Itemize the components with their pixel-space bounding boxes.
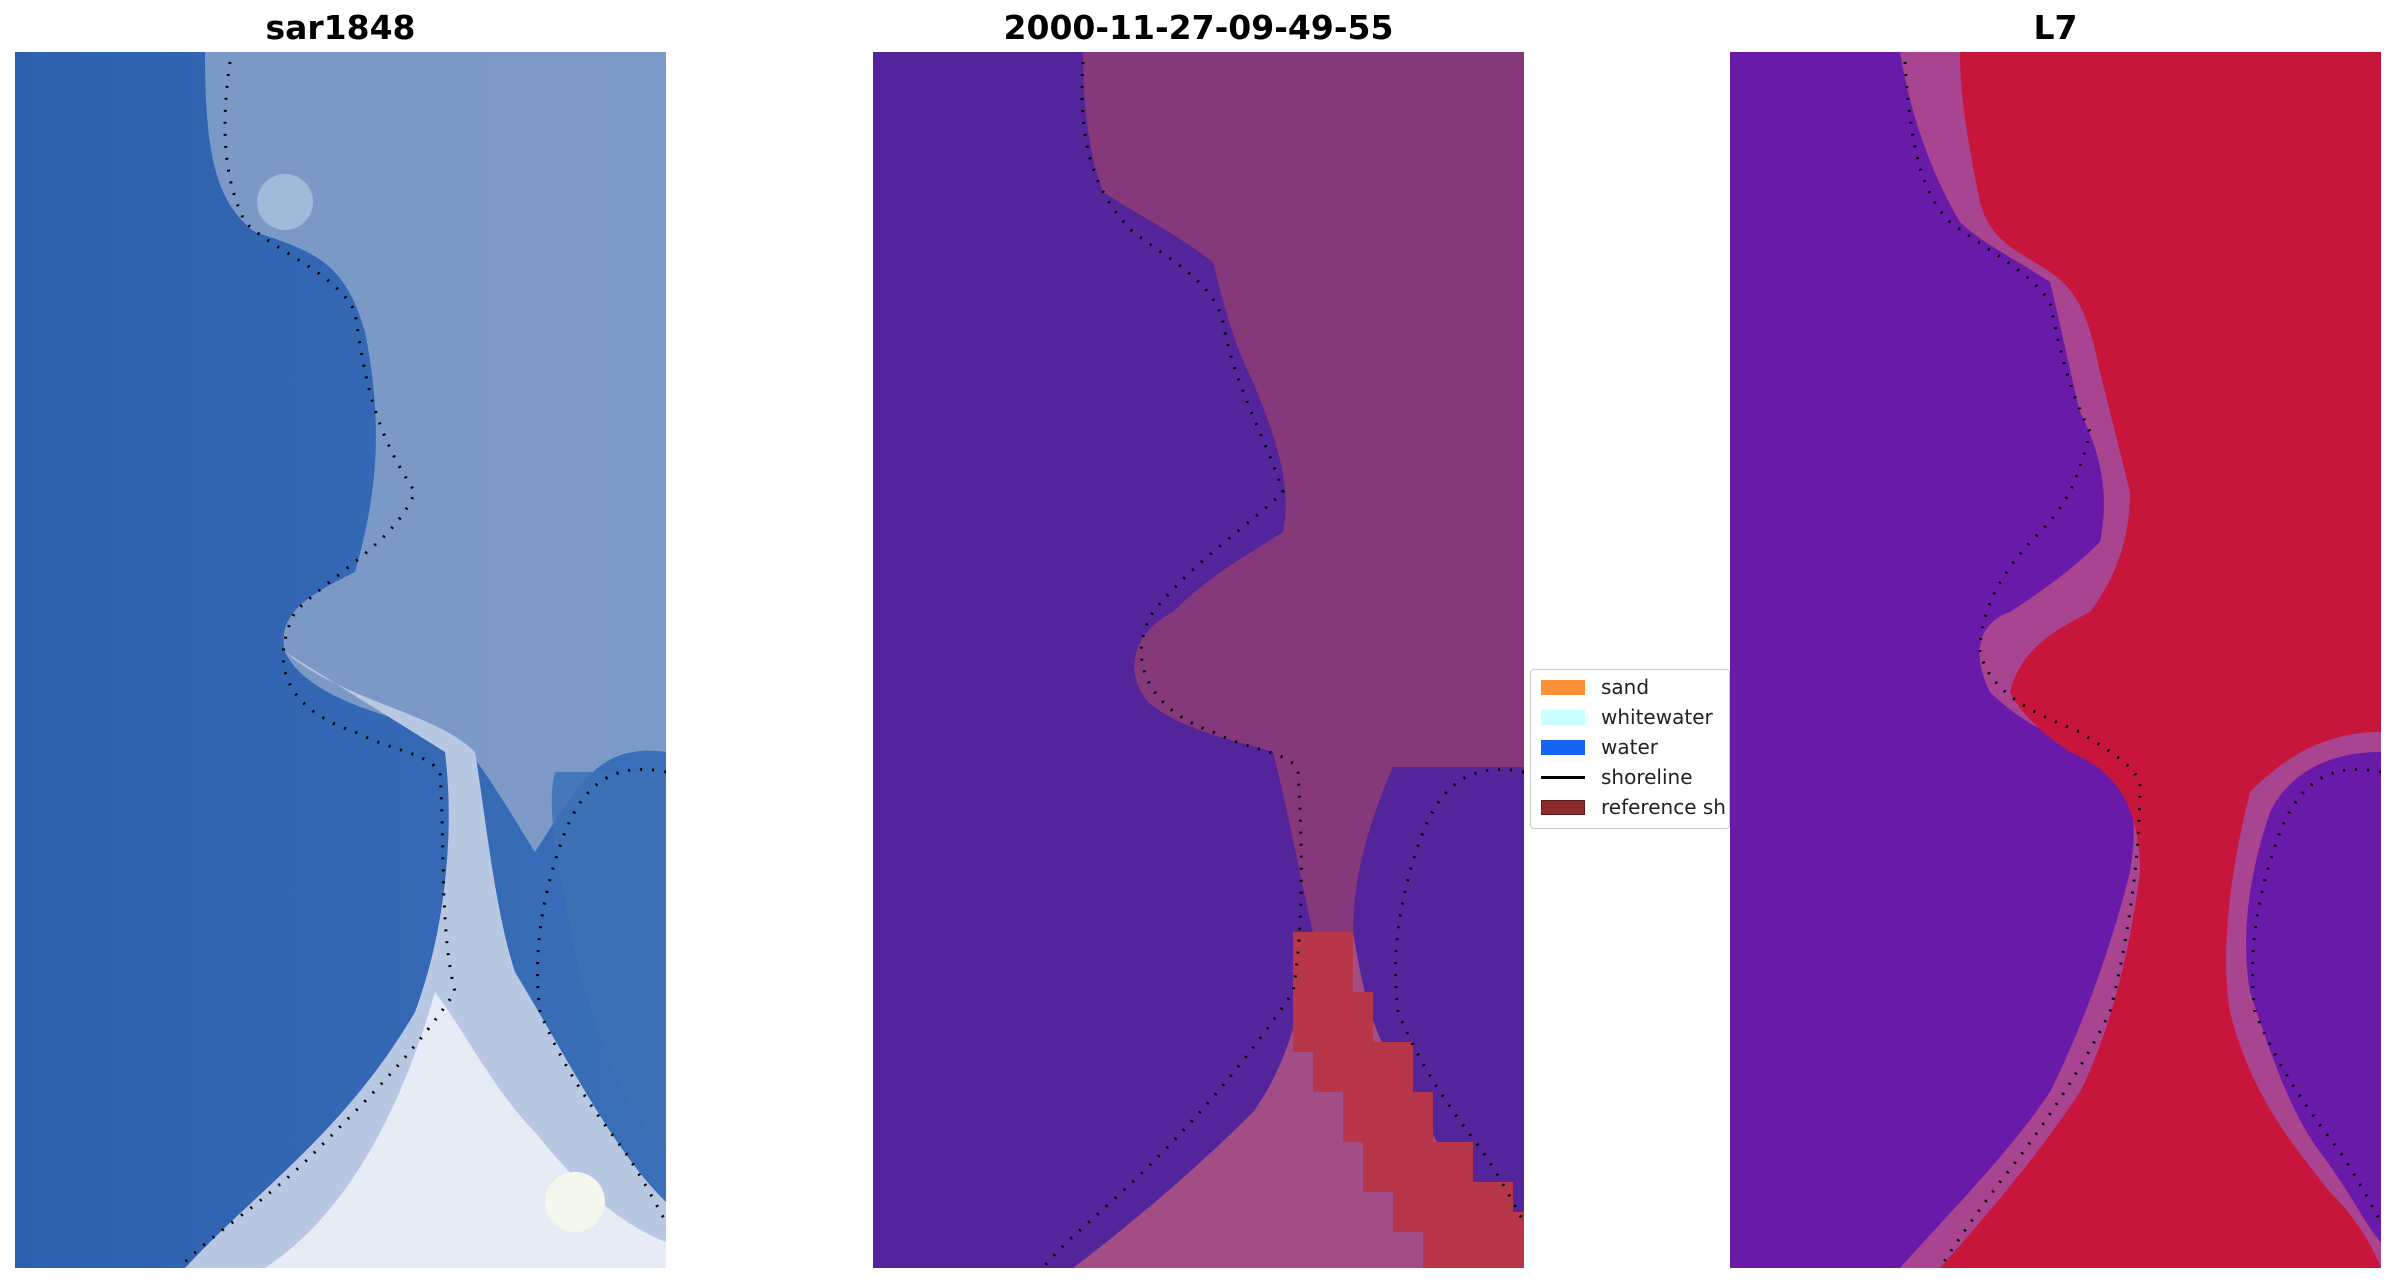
legend-item-reference-shoreline: reference sh: [1541, 792, 1726, 822]
legend-item-shoreline: shoreline: [1541, 762, 1693, 792]
legend-label-reference-shoreline: reference sh: [1601, 795, 1726, 819]
shoreline-line-symbol: [1541, 775, 1585, 779]
legend-item-sand: sand: [1541, 672, 1649, 702]
l7-index-panel: [1730, 52, 2381, 1268]
legend-label-water: water: [1601, 735, 1658, 759]
legend-label-whitewater: whitewater: [1601, 705, 1713, 729]
panel-title-sar1848: sar1848: [265, 8, 416, 47]
reference-shoreline-swatch: [1541, 799, 1585, 815]
legend-item-whitewater: whitewater: [1541, 702, 1713, 732]
legend-label-shoreline: shoreline: [1601, 765, 1693, 789]
classification-image: [873, 52, 1524, 1268]
legend: sand whitewater water shoreline referenc…: [1530, 669, 1730, 829]
legend-item-water: water: [1541, 732, 1658, 762]
classification-panel: [873, 52, 1524, 1268]
water-swatch: [1541, 739, 1585, 755]
rgb-image: [15, 52, 666, 1268]
rgb-image-panel: [15, 52, 666, 1268]
legend-label-sand: sand: [1601, 675, 1650, 699]
whitewater-swatch: [1541, 709, 1585, 725]
panel-title-l7: L7: [2033, 8, 2078, 47]
l7-index-image: [1730, 52, 2381, 1268]
sand-swatch: [1541, 679, 1585, 695]
panel-title-date: 2000-11-27-09-49-55: [1003, 8, 1394, 47]
